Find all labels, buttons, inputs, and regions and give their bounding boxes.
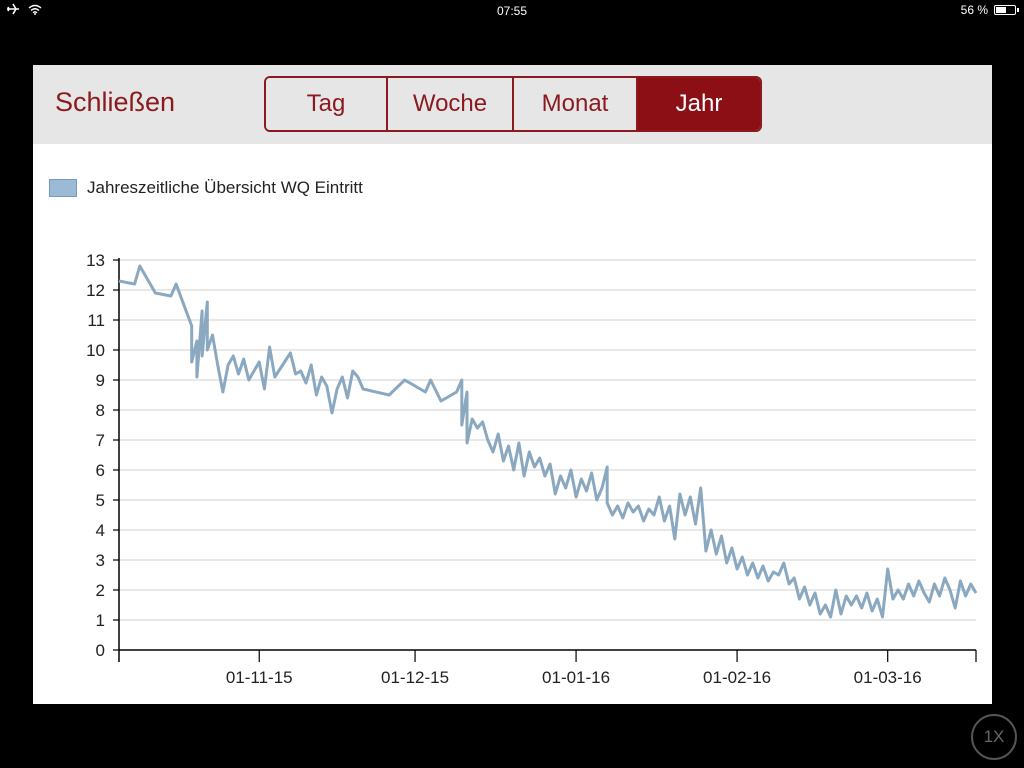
segment-year[interactable]: Jahr bbox=[636, 78, 760, 130]
x-tick-label: 01-01-16 bbox=[542, 668, 610, 687]
segment-month[interactable]: Monat bbox=[512, 78, 636, 130]
x-tick-label: 01-12-15 bbox=[381, 668, 449, 687]
close-button[interactable]: Schließen bbox=[55, 87, 176, 117]
x-tick-label: 01-02-16 bbox=[703, 668, 771, 687]
y-tick-label: 12 bbox=[86, 281, 105, 300]
segment-day[interactable]: Tag bbox=[266, 78, 386, 130]
status-left bbox=[6, 3, 42, 18]
airplane-icon bbox=[6, 3, 20, 18]
battery-percent: 56 % bbox=[960, 3, 988, 17]
y-tick-label: 1 bbox=[96, 611, 105, 630]
period-segmented-control: Tag Woche Monat Jahr bbox=[264, 76, 762, 132]
battery-icon bbox=[994, 5, 1019, 15]
chart-panel: Schließen Tag Woche Monat Jahr Jahreszei… bbox=[33, 65, 992, 704]
status-right: 56 % bbox=[960, 3, 1019, 17]
y-tick-label: 0 bbox=[96, 641, 105, 660]
legend-label: Jahreszeitliche Übersicht WQ Eintritt bbox=[87, 178, 363, 197]
y-tick-label: 3 bbox=[96, 551, 105, 570]
x-tick-label: 01-11-15 bbox=[226, 668, 293, 687]
x-tick-label: 01-03-16 bbox=[854, 668, 922, 687]
zoom-button[interactable]: 1X bbox=[971, 714, 1017, 760]
y-tick-label: 5 bbox=[96, 491, 105, 510]
y-tick-label: 6 bbox=[96, 461, 105, 480]
y-tick-label: 4 bbox=[96, 521, 105, 540]
toolbar: Schließen Tag Woche Monat Jahr bbox=[33, 65, 992, 144]
battery-nub bbox=[1017, 8, 1019, 12]
y-tick-label: 9 bbox=[96, 371, 105, 390]
y-tick-label: 7 bbox=[96, 431, 105, 450]
y-tick-label: 2 bbox=[96, 581, 105, 600]
y-tick-label: 11 bbox=[87, 311, 105, 330]
battery-fill bbox=[996, 7, 1007, 13]
status-bar: 07:55 56 % bbox=[0, 0, 1024, 22]
y-tick-label: 13 bbox=[86, 251, 105, 270]
y-tick-label: 10 bbox=[86, 341, 105, 360]
series-line bbox=[118, 264, 978, 619]
segment-week[interactable]: Woche bbox=[386, 78, 512, 130]
chart-legend: Jahreszeitliche Übersicht WQ Eintritt bbox=[49, 178, 363, 198]
legend-swatch bbox=[49, 179, 77, 197]
y-tick-label: 8 bbox=[96, 401, 105, 420]
wifi-icon bbox=[28, 4, 42, 18]
status-time: 07:55 bbox=[496, 4, 528, 18]
